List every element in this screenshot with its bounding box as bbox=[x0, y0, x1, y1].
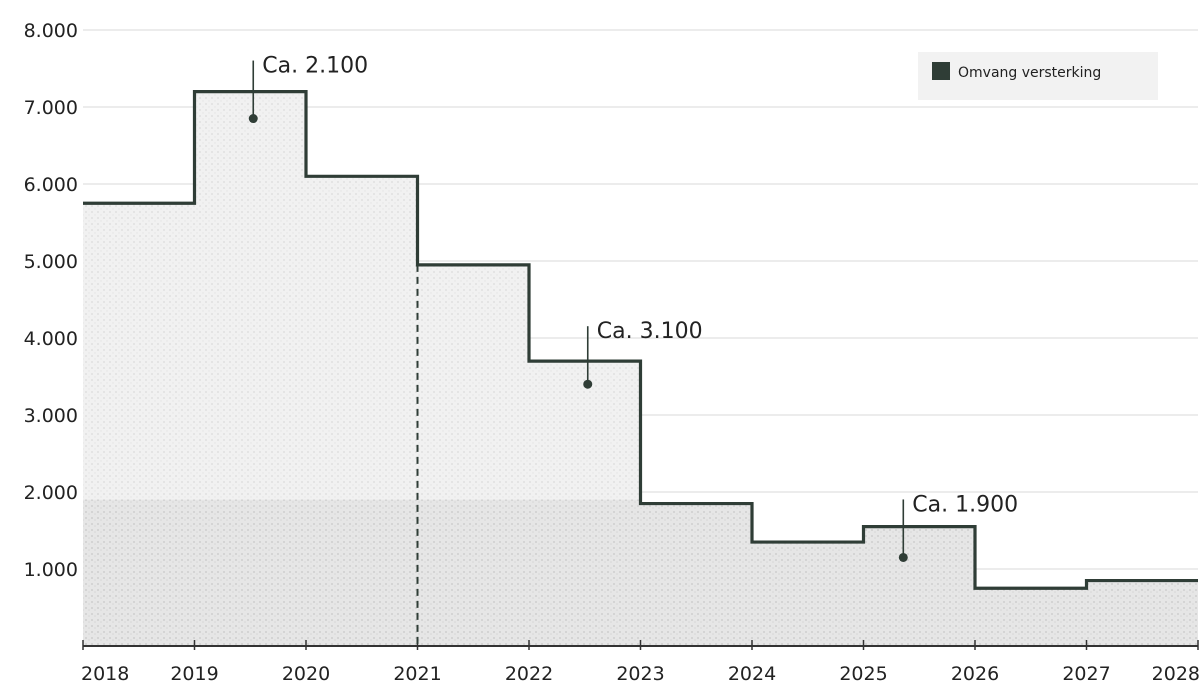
x-tick-label: 2028 bbox=[1152, 663, 1200, 685]
y-tick-label: 4.000 bbox=[24, 328, 78, 350]
annotation-dot bbox=[898, 552, 908, 562]
annotations: Ca. 2.100 Ca. 3.100 Ca. 1.900 bbox=[248, 54, 1018, 562]
x-tick-label: 2021 bbox=[393, 663, 441, 685]
x-tick-label: 2027 bbox=[1062, 663, 1110, 685]
area-lower-band bbox=[83, 499, 1198, 646]
axes: 1.000 2.000 3.000 4.000 5.000 6.000 7.000 8.000… bbox=[24, 20, 1200, 685]
x-tick-label: 2018 bbox=[81, 663, 129, 685]
x-tick-label: 2019 bbox=[170, 663, 218, 685]
y-tick-label: 6.000 bbox=[24, 174, 78, 196]
y-tick-label: 1.000 bbox=[24, 559, 78, 581]
x-tick-label: 2024 bbox=[728, 663, 776, 685]
annotation-1: Ca. 2.100 bbox=[248, 54, 368, 124]
annotation-label: Ca. 3.100 bbox=[597, 319, 703, 344]
x-tick-label: 2026 bbox=[951, 663, 999, 685]
y-tick-label: 7.000 bbox=[24, 97, 78, 119]
y-tick-label: 8.000 bbox=[24, 20, 78, 42]
y-tick-label: 5.000 bbox=[24, 251, 78, 273]
annotation-3: Ca. 1.900 bbox=[898, 492, 1018, 562]
series bbox=[83, 90, 1198, 590]
x-tick-label: 2022 bbox=[505, 663, 553, 685]
legend-swatch bbox=[932, 62, 950, 80]
y-tick-label: 2.000 bbox=[24, 482, 78, 504]
legend-box bbox=[918, 52, 1158, 100]
annotation-dot bbox=[583, 379, 593, 389]
annotation-label: Ca. 2.100 bbox=[262, 54, 368, 79]
x-tick-label: 2020 bbox=[282, 663, 330, 685]
x-tick-label: 2023 bbox=[616, 663, 664, 685]
annotation-label: Ca. 1.900 bbox=[912, 492, 1018, 517]
legend-label: Omvang versterking bbox=[958, 65, 1101, 81]
legend: Omvang versterking bbox=[918, 52, 1158, 100]
series-line-omvang-versterking bbox=[83, 90, 1198, 590]
annotation-dot bbox=[248, 114, 258, 124]
x-tick-label: 2025 bbox=[839, 663, 887, 685]
annotation-2: Ca. 3.100 bbox=[583, 319, 703, 389]
y-tick-label: 3.000 bbox=[24, 405, 78, 427]
